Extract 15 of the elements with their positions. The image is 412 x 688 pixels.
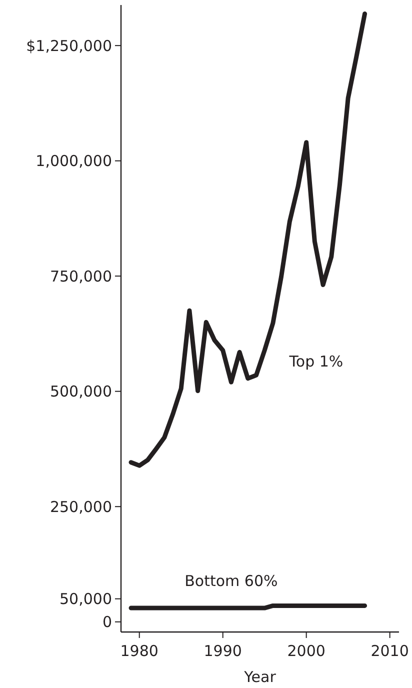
x-tick-label: 1980 <box>120 642 158 660</box>
y-tick-label: 0 <box>102 613 112 632</box>
y-tick-label: 750,000 <box>50 267 112 286</box>
x-axis-title: Year <box>243 668 277 686</box>
y-tick-label: $1,250,000 <box>26 36 112 55</box>
x-tick-label: 1990 <box>204 642 242 660</box>
line-series <box>128 12 368 468</box>
series-label: Bottom 60% <box>184 572 278 590</box>
x-tick-label: 2010 <box>370 642 409 660</box>
series-label: Top 1% <box>288 352 344 371</box>
x-tick-label: 2000 <box>287 642 326 660</box>
y-tick-label: 500,000 <box>50 382 112 401</box>
y-tick-label: 1,000,000 <box>36 152 112 170</box>
y-tick-label: 250,000 <box>50 498 112 516</box>
y-tick-label: 50,000 <box>60 590 112 608</box>
